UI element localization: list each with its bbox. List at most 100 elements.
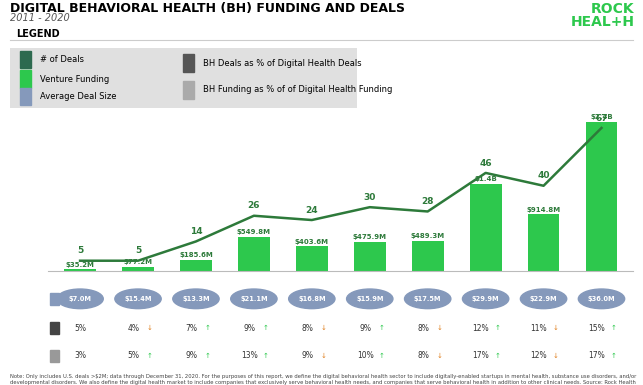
Text: $403.6M: $403.6M (295, 238, 329, 244)
Bar (354, 242, 386, 271)
Text: ↑: ↑ (147, 353, 152, 359)
Text: 11%: 11% (530, 324, 547, 333)
Bar (50, 350, 59, 362)
Text: # of Deals: # of Deals (40, 55, 84, 64)
Ellipse shape (347, 289, 393, 309)
Bar (469, 184, 502, 271)
Text: ↓: ↓ (552, 325, 558, 331)
Text: $35.2M: $35.2M (66, 261, 95, 268)
Bar (180, 260, 212, 271)
Bar (20, 70, 31, 88)
Text: 13%: 13% (241, 351, 258, 360)
Text: ↑: ↑ (262, 353, 268, 359)
Ellipse shape (462, 289, 509, 309)
Text: 12%: 12% (530, 351, 547, 360)
Text: $1.4B: $1.4B (475, 176, 497, 182)
Text: 17%: 17% (588, 351, 605, 360)
Ellipse shape (173, 289, 219, 309)
Bar (50, 293, 59, 305)
Text: Venture Funding: Venture Funding (40, 75, 109, 84)
Text: ↓: ↓ (320, 353, 327, 359)
Text: 5%: 5% (127, 351, 140, 360)
Bar (586, 122, 617, 271)
Text: 5%: 5% (74, 324, 86, 333)
Ellipse shape (115, 289, 161, 309)
Text: ↑: ↑ (494, 353, 500, 359)
Text: $549.8M: $549.8M (237, 229, 271, 235)
Text: 2011 - 2020: 2011 - 2020 (10, 13, 69, 23)
Text: ↓: ↓ (147, 325, 152, 331)
Bar (412, 241, 444, 271)
Text: 8%: 8% (417, 324, 429, 333)
Text: DIGITAL BEHAVIORAL HEALTH (BH) FUNDING AND DEALS: DIGITAL BEHAVIORAL HEALTH (BH) FUNDING A… (10, 2, 404, 15)
Text: 8%: 8% (417, 351, 429, 360)
Text: 40: 40 (538, 171, 550, 181)
Text: $13.3M: $13.3M (182, 296, 210, 302)
Text: ↑: ↑ (204, 353, 210, 359)
Bar (528, 214, 559, 271)
Text: 9%: 9% (243, 324, 255, 333)
Bar (183, 81, 194, 99)
Bar (20, 50, 31, 69)
Text: ↑: ↑ (494, 325, 500, 331)
Text: $17.5M: $17.5M (414, 296, 442, 302)
Ellipse shape (520, 289, 566, 309)
Bar (296, 246, 328, 271)
Text: 46: 46 (479, 159, 492, 167)
Text: ↑: ↑ (379, 325, 385, 331)
Bar (122, 266, 154, 271)
Text: 10%: 10% (357, 351, 374, 360)
Text: ↓: ↓ (320, 325, 327, 331)
Text: BH Deals as % of Digital Health Deals: BH Deals as % of Digital Health Deals (203, 59, 361, 67)
Text: BH Funding as % of of Digital Health Funding: BH Funding as % of of Digital Health Fun… (203, 85, 392, 94)
Text: $914.8M: $914.8M (527, 207, 561, 213)
Text: 9%: 9% (185, 351, 197, 360)
Text: $16.8M: $16.8M (298, 296, 325, 302)
Text: ↑: ↑ (204, 325, 210, 331)
Text: 24: 24 (305, 206, 318, 215)
Text: $29.9M: $29.9M (472, 296, 500, 302)
Bar (64, 269, 96, 271)
Text: ↑: ↑ (262, 325, 268, 331)
Text: $15.4M: $15.4M (124, 296, 152, 302)
Text: ↑: ↑ (610, 353, 616, 359)
Text: Average Deal Size: Average Deal Size (40, 92, 116, 101)
Text: 14: 14 (190, 227, 203, 236)
Bar (20, 87, 31, 105)
Bar (238, 237, 270, 271)
Text: 5: 5 (77, 246, 83, 255)
Ellipse shape (231, 289, 277, 309)
Text: 4%: 4% (127, 324, 140, 333)
Text: 9%: 9% (301, 351, 313, 360)
Text: ROCK: ROCK (591, 2, 635, 16)
Bar (183, 54, 194, 72)
Bar (50, 322, 59, 334)
Text: 15%: 15% (588, 324, 605, 333)
Text: $15.9M: $15.9M (356, 296, 383, 302)
Text: 12%: 12% (473, 324, 489, 333)
Text: ↑: ↑ (379, 353, 385, 359)
Text: 28: 28 (421, 197, 434, 206)
Ellipse shape (57, 289, 104, 309)
Text: 9%: 9% (359, 324, 371, 333)
Ellipse shape (289, 289, 335, 309)
Text: $475.9M: $475.9M (353, 234, 386, 240)
Text: Note: Only includes U.S. deals >$2M; data through December 31, 2020. For the pur: Note: Only includes U.S. deals >$2M; dat… (10, 374, 636, 385)
Text: HEAL+H: HEAL+H (570, 15, 635, 29)
Text: $21.1M: $21.1M (240, 296, 267, 302)
Text: ↓: ↓ (437, 325, 442, 331)
Text: 26: 26 (248, 201, 260, 210)
Text: $2.4B: $2.4B (590, 114, 613, 120)
Text: 17%: 17% (473, 351, 489, 360)
Text: $185.6M: $185.6M (179, 252, 213, 258)
Text: $77.2M: $77.2M (123, 259, 152, 265)
Text: 5: 5 (135, 246, 141, 255)
Text: 30: 30 (363, 193, 376, 202)
Text: $7.0M: $7.0M (69, 296, 91, 302)
Text: $489.3M: $489.3M (411, 233, 445, 239)
Text: ↓: ↓ (552, 353, 558, 359)
Text: 8%: 8% (302, 324, 313, 333)
Text: LEGEND: LEGEND (17, 29, 60, 39)
Text: 67: 67 (595, 114, 608, 122)
Text: 3%: 3% (74, 351, 86, 360)
